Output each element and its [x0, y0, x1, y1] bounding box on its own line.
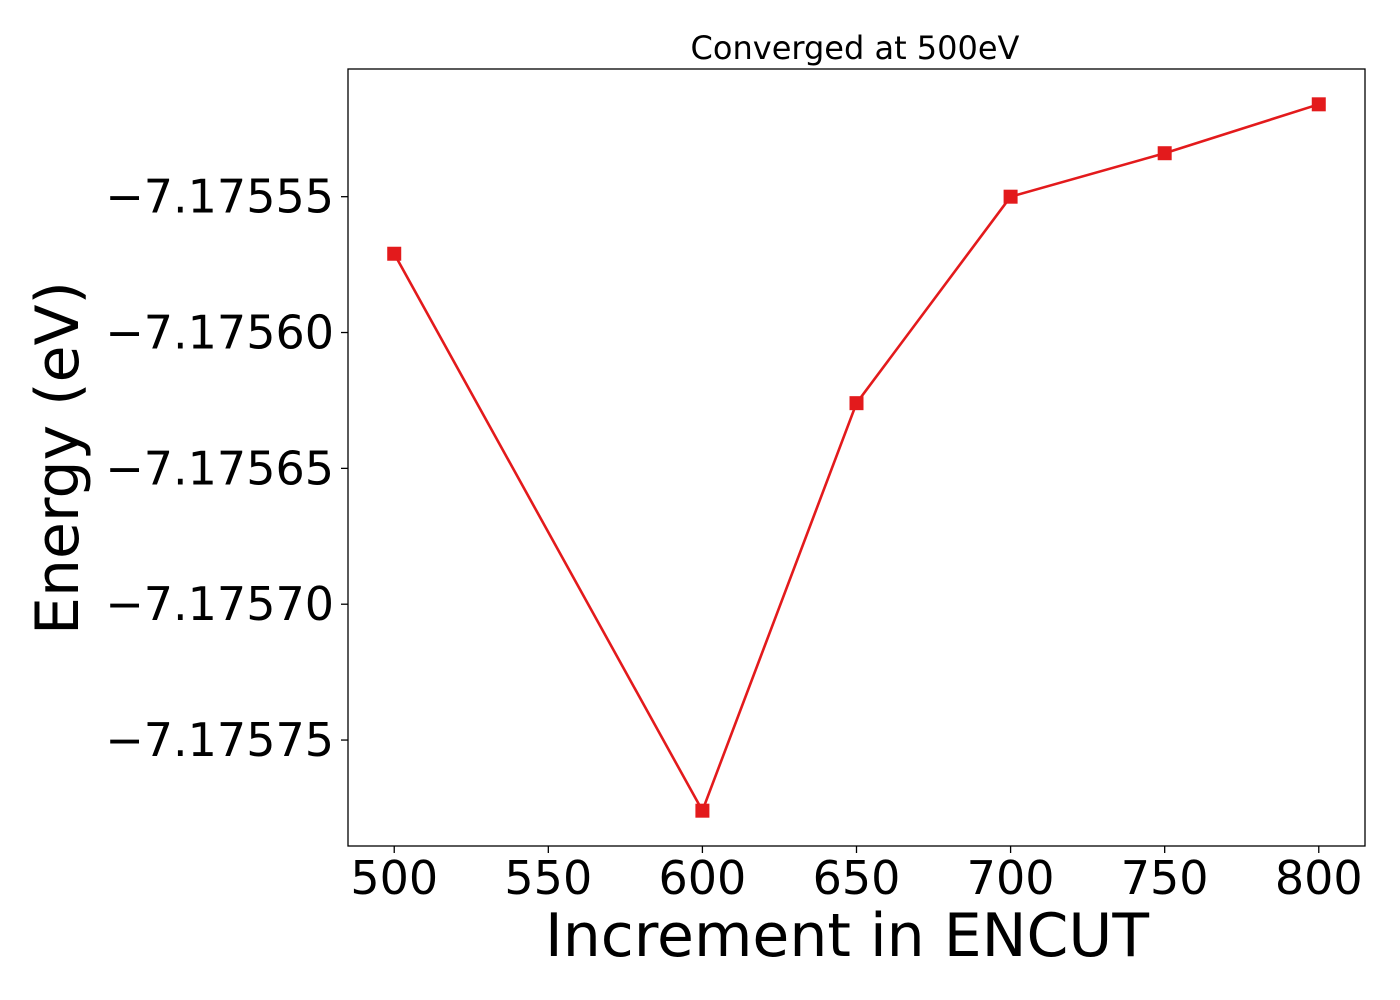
x-axis-label: Increment in ENCUT [545, 901, 1149, 971]
y-tick-label: −7.17575 [105, 713, 334, 767]
y-tick-label: −7.17565 [105, 441, 334, 495]
y-tick-label: −7.17570 [105, 577, 334, 631]
x-tick-label: 800 [1275, 851, 1363, 905]
x-tick-label: 500 [350, 851, 438, 905]
data-point [695, 803, 710, 818]
y-axis: −7.17555 −7.17560 −7.17565 −7.17570 −7.17575 [105, 170, 348, 767]
data-point [1003, 189, 1018, 204]
x-tick-label: 650 [813, 851, 901, 905]
series-line [393, 103, 1320, 812]
plot-area [347, 68, 1366, 847]
x-tick-label: 550 [504, 851, 592, 905]
y-axis-label: Energy (eV) [23, 281, 93, 635]
x-axis: 500 550 600 650 700 750 800 [350, 846, 1363, 905]
x-tick-label: 700 [967, 851, 1055, 905]
y-tick-label: −7.17555 [105, 170, 334, 224]
x-tick-label: 600 [659, 851, 747, 905]
y-tick-label: −7.17560 [105, 306, 334, 360]
data-point [387, 246, 402, 261]
data-point [1157, 146, 1172, 161]
data-point [1311, 97, 1326, 112]
data-point [849, 396, 864, 411]
x-tick-label: 750 [1121, 851, 1209, 905]
series-layer [387, 97, 1326, 818]
chart-title: Converged at 500eV [691, 29, 1020, 67]
